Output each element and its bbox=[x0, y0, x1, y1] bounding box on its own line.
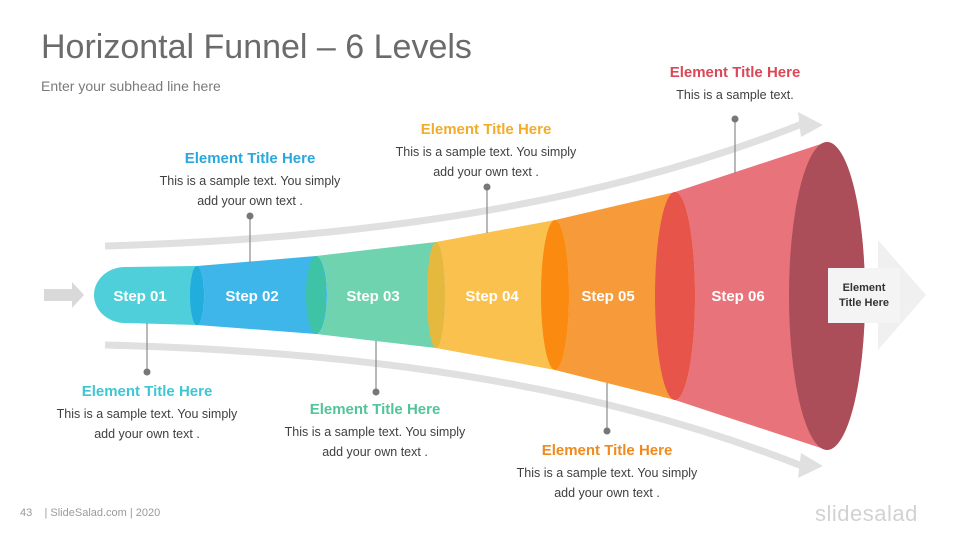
callout-step-2: Element Title Here This is a sample text… bbox=[148, 150, 352, 211]
funnel-rim-2 bbox=[306, 256, 326, 334]
connector-dot-1 bbox=[143, 368, 151, 376]
input-arrow bbox=[44, 282, 84, 308]
callout-title: Element Title Here bbox=[669, 64, 801, 81]
footer: 43 | SlideSalad.com | 2020 bbox=[20, 507, 160, 519]
step-label-2: Step 02 bbox=[225, 288, 278, 305]
funnel-rim-5 bbox=[655, 192, 695, 400]
callout-text: This is a sample text. You simply add yo… bbox=[284, 425, 466, 459]
callout-title: Element Title Here bbox=[184, 150, 316, 167]
upper-flow-arrow bbox=[104, 120, 804, 250]
page-subtitle: Enter your subhead line here bbox=[41, 78, 221, 94]
callout-step-3: Element Title Here This is a sample text… bbox=[273, 401, 477, 462]
callout-step-1: Element Title Here This is a sample text… bbox=[45, 383, 249, 444]
page-number: 43 bbox=[20, 507, 33, 519]
callout-text: This is a sample text. You simply add yo… bbox=[56, 407, 238, 441]
funnel-rim-4 bbox=[541, 220, 569, 370]
funnel-segment-1 bbox=[94, 266, 205, 325]
callout-text: This is a sample text. bbox=[676, 88, 794, 102]
callout-title: Element Title Here bbox=[309, 401, 441, 418]
funnel-rim-3 bbox=[427, 242, 445, 348]
step-label-4: Step 04 bbox=[465, 288, 519, 305]
page-title: Horizontal Funnel – 6 Levels bbox=[41, 28, 472, 66]
footer-source: | SlideSalad.com | 2020 bbox=[44, 507, 161, 519]
callout-step-4: Element Title Here This is a sample text… bbox=[384, 121, 588, 182]
callout-text: This is a sample text. You simply add yo… bbox=[159, 174, 341, 208]
step-label-6: Step 06 bbox=[711, 288, 764, 305]
step-label-5: Step 05 bbox=[581, 288, 634, 305]
funnel-rim-6 bbox=[789, 142, 865, 450]
funnel-segment-4 bbox=[436, 220, 569, 370]
lower-flow-arrow bbox=[104, 341, 804, 470]
connector-dot-6 bbox=[731, 115, 739, 123]
lower-flow-arrowhead bbox=[798, 453, 823, 478]
connector-dot-5 bbox=[603, 427, 611, 435]
step-label-1: Step 01 bbox=[113, 288, 166, 305]
funnel-segment-2 bbox=[197, 256, 327, 334]
funnel-segment-3 bbox=[316, 242, 445, 348]
callout-title: Element Title Here bbox=[420, 121, 552, 138]
callout-text: This is a sample text. You simply add yo… bbox=[516, 466, 698, 500]
funnel-rim-1 bbox=[190, 266, 204, 325]
connector-dot-2 bbox=[246, 212, 254, 220]
connector-dot-3 bbox=[372, 388, 380, 396]
connector-dot-4 bbox=[483, 183, 491, 191]
upper-flow-arrowhead bbox=[798, 112, 823, 137]
callout-title: Element Title Here bbox=[81, 383, 213, 400]
step-label-3: Step 03 bbox=[346, 288, 399, 305]
callout-title: Element Title Here bbox=[541, 442, 673, 459]
output-label: Element Title Here bbox=[839, 281, 889, 309]
callout-text: This is a sample text. You simply add yo… bbox=[395, 145, 577, 179]
callout-step-5: Element Title Here This is a sample text… bbox=[505, 442, 709, 503]
callout-step-6: Element Title Here This is a sample text… bbox=[633, 64, 837, 105]
brand-logo: slidesalad bbox=[815, 501, 918, 526]
output-label-box: Element Title Here bbox=[828, 268, 900, 323]
